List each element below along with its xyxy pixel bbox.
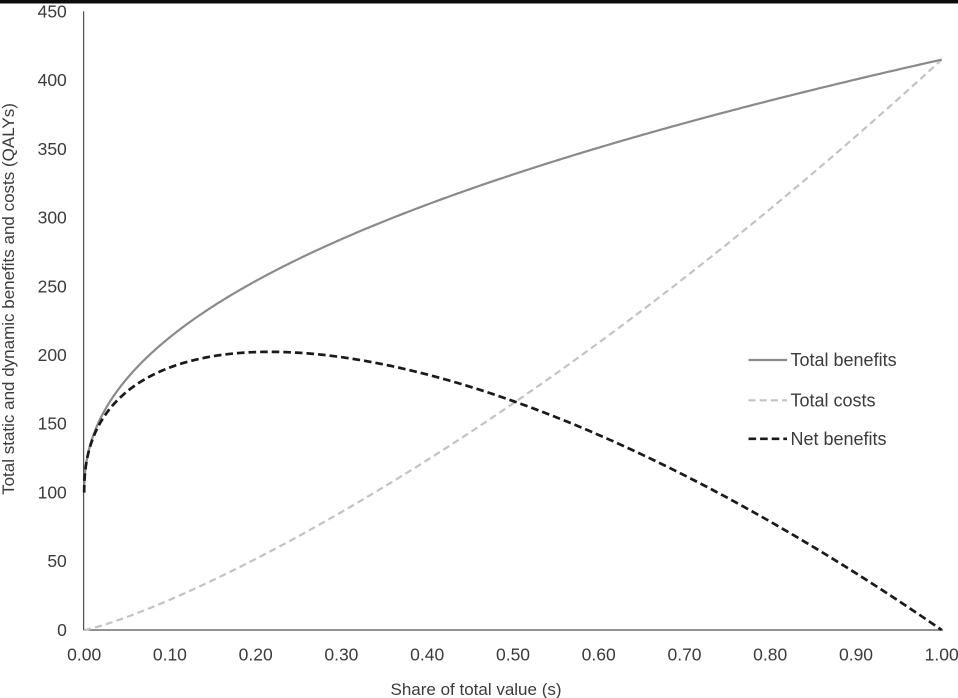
svg-text:Total benefits: Total benefits bbox=[791, 350, 897, 370]
svg-text:Net benefits: Net benefits bbox=[791, 429, 887, 449]
svg-text:250: 250 bbox=[38, 276, 67, 296]
svg-text:Share of total value (s): Share of total value (s) bbox=[390, 680, 561, 698]
svg-text:50: 50 bbox=[47, 551, 67, 571]
svg-text:Total costs: Total costs bbox=[791, 390, 876, 410]
svg-text:450: 450 bbox=[38, 1, 67, 21]
svg-text:300: 300 bbox=[38, 208, 67, 228]
svg-text:400: 400 bbox=[38, 70, 67, 90]
svg-text:Total static and dynamic benef: Total static and dynamic benefits and co… bbox=[0, 103, 18, 495]
svg-text:0.60: 0.60 bbox=[582, 645, 616, 665]
svg-text:100: 100 bbox=[38, 483, 67, 503]
svg-text:350: 350 bbox=[38, 139, 67, 159]
svg-text:150: 150 bbox=[38, 414, 67, 434]
svg-text:0.50: 0.50 bbox=[496, 645, 530, 665]
svg-text:0.80: 0.80 bbox=[753, 645, 787, 665]
svg-text:0.90: 0.90 bbox=[839, 645, 873, 665]
svg-text:0.30: 0.30 bbox=[324, 645, 358, 665]
svg-text:0.20: 0.20 bbox=[239, 645, 273, 665]
svg-text:0.00: 0.00 bbox=[67, 645, 101, 665]
svg-text:0.10: 0.10 bbox=[153, 645, 187, 665]
svg-text:200: 200 bbox=[38, 345, 67, 365]
svg-text:0.70: 0.70 bbox=[667, 645, 701, 665]
svg-text:0: 0 bbox=[57, 620, 67, 640]
svg-text:1.00: 1.00 bbox=[925, 645, 958, 665]
svg-text:0.40: 0.40 bbox=[410, 645, 444, 665]
